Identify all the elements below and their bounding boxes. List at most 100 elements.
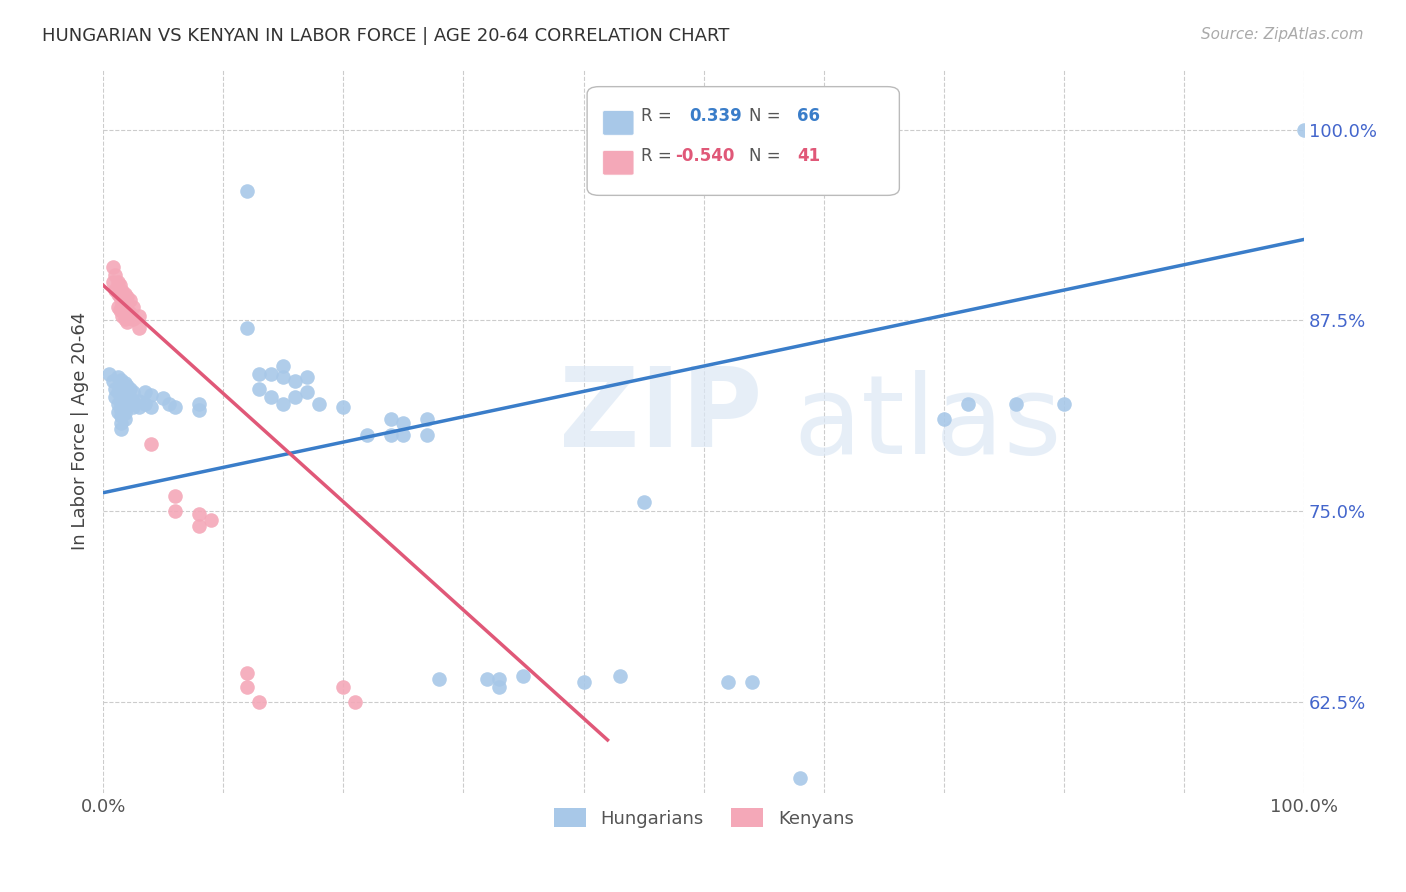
Point (134, 384, 156, 399)
Point (344, 695, 367, 709)
Point (134, 397, 156, 411)
Legend: Hungarians, Kenyans: Hungarians, Kenyans (547, 801, 860, 835)
Point (236, 665, 259, 680)
Point (114, 311, 136, 326)
Point (141, 388, 163, 402)
Point (477, 672, 499, 686)
Point (118, 397, 141, 411)
Text: ZIP: ZIP (560, 363, 763, 470)
Point (247, 382, 270, 396)
Point (111, 309, 134, 323)
Point (1294, 122, 1316, 136)
Point (236, 321, 259, 335)
Point (392, 416, 415, 430)
Point (188, 519, 211, 533)
Point (114, 406, 136, 420)
Point (429, 672, 451, 686)
Point (236, 680, 259, 694)
FancyBboxPatch shape (603, 151, 634, 175)
Point (165, 489, 187, 503)
Point (104, 382, 127, 396)
Point (128, 321, 150, 335)
Y-axis label: In Labor Force | Age 20-64: In Labor Force | Age 20-64 (72, 312, 89, 550)
Point (107, 384, 129, 399)
Point (932, 412, 955, 426)
Point (118, 391, 141, 405)
Point (110, 403, 132, 417)
Point (101, 275, 124, 289)
Point (107, 287, 129, 301)
Point (107, 275, 129, 289)
Point (165, 504, 187, 518)
Point (1053, 397, 1076, 411)
Point (260, 390, 283, 404)
Point (247, 695, 270, 709)
Point (572, 675, 595, 690)
Point (284, 390, 307, 404)
Point (488, 680, 510, 694)
Point (114, 412, 136, 426)
Point (392, 427, 415, 442)
Point (101, 375, 124, 389)
Point (247, 367, 270, 381)
Point (157, 397, 180, 411)
Point (104, 268, 127, 282)
Point (118, 306, 141, 320)
Point (271, 359, 294, 373)
Point (356, 427, 378, 442)
Point (104, 283, 127, 297)
Point (108, 278, 131, 293)
Text: 0.339: 0.339 (689, 107, 742, 125)
Point (107, 369, 129, 384)
Point (297, 384, 319, 399)
Text: 66: 66 (797, 107, 820, 125)
Point (110, 397, 132, 411)
Point (122, 311, 145, 326)
Point (115, 302, 138, 317)
Text: N =: N = (749, 147, 786, 165)
Point (512, 669, 534, 683)
Point (1005, 397, 1028, 411)
Text: 41: 41 (797, 147, 821, 165)
Point (284, 375, 307, 389)
Point (609, 669, 631, 683)
Point (114, 394, 136, 409)
Point (260, 367, 283, 381)
Point (107, 300, 129, 314)
Point (107, 405, 129, 419)
Point (152, 391, 174, 405)
Point (118, 293, 141, 308)
Point (114, 401, 136, 415)
Point (115, 379, 138, 393)
Text: Source: ZipAtlas.com: Source: ZipAtlas.com (1201, 27, 1364, 42)
Text: R =: R = (641, 107, 678, 125)
Point (115, 394, 138, 409)
Point (110, 373, 132, 387)
Point (122, 384, 145, 399)
Point (110, 409, 132, 424)
Point (118, 382, 141, 396)
Point (111, 285, 134, 299)
Point (188, 397, 211, 411)
Point (633, 495, 655, 509)
Point (111, 296, 134, 310)
Point (271, 369, 294, 384)
Text: HUNGARIAN VS KENYAN IN LABOR FORCE | AGE 20-64 CORRELATION CHART: HUNGARIAN VS KENYAN IN LABOR FORCE | AGE… (42, 27, 730, 45)
Point (188, 507, 211, 521)
Point (122, 300, 145, 314)
Point (107, 397, 129, 411)
Point (380, 412, 402, 426)
Point (122, 401, 145, 415)
Text: -0.540: -0.540 (675, 147, 734, 165)
Point (416, 427, 439, 442)
Text: N =: N = (749, 107, 786, 125)
Point (488, 672, 510, 686)
Point (115, 315, 138, 329)
Point (128, 309, 150, 323)
Point (200, 513, 222, 527)
Point (188, 403, 211, 417)
Point (128, 401, 150, 415)
Point (128, 394, 150, 409)
Point (114, 300, 136, 314)
Text: atlas: atlas (793, 370, 1062, 477)
